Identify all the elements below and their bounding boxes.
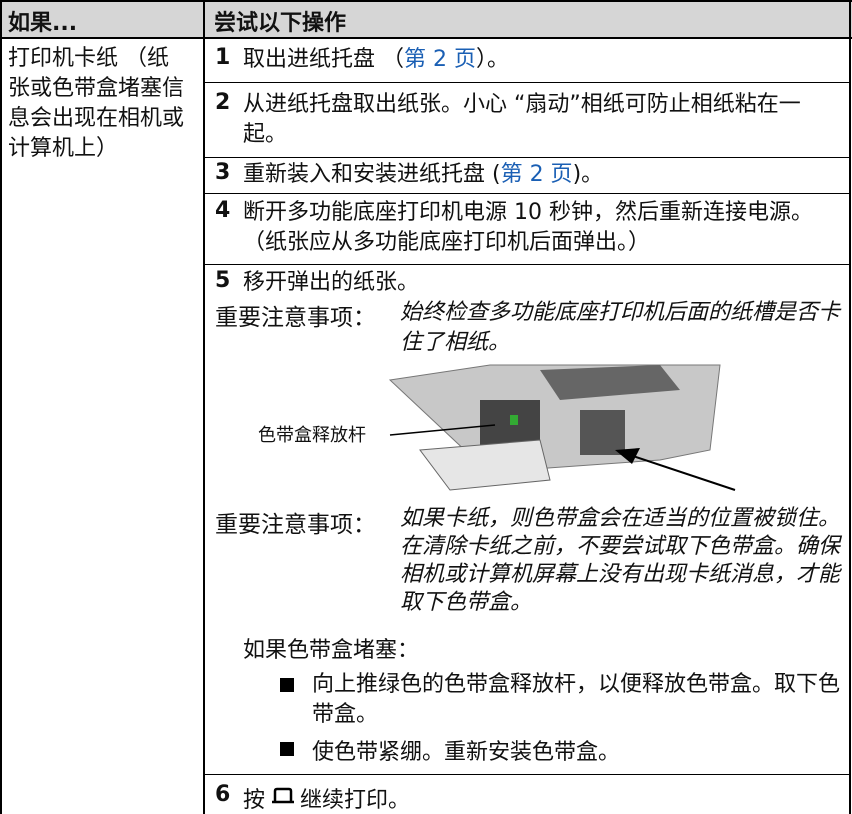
step-number: 1 — [215, 45, 231, 70]
header-cell: 如果... — [8, 11, 78, 36]
note-text: 如果卡纸，则色带盒会在适当的位置被锁住。在清除卡纸之前，不要尝试取下色带盒。确保… — [400, 506, 841, 615]
note-label: 重要注意事项： — [215, 512, 376, 538]
step-number: 3 — [215, 160, 231, 185]
lever — [510, 415, 518, 425]
header-bg — [0, 0, 852, 38]
text: 重新装入和安装进纸托盘 ( — [243, 162, 501, 187]
jam-intro: 如果色带盒堵塞： — [243, 638, 420, 663]
print-icon — [272, 787, 294, 804]
callout: 色带盒释放杆 — [258, 425, 366, 446]
border — [0, 0, 852, 2]
text: ）。 — [475, 47, 509, 72]
note-text: 始终检查多功能底座打印机后面的纸槽是否卡住了相纸。 — [400, 300, 841, 355]
tray — [419, 439, 551, 491]
step-number: 2 — [215, 90, 231, 115]
printer-top — [540, 365, 680, 400]
bullet-text: 使色带紧绷。重新安装色带盒。 — [312, 740, 621, 765]
border — [0, 0, 2, 814]
row-line — [203, 157, 851, 158]
bullet — [280, 678, 294, 692]
row-line — [203, 193, 851, 194]
bullet-text: 向上推绿色的色带盒释放杆，以便释放色带盒。取下色带盒。 — [312, 672, 841, 727]
row-line — [203, 774, 851, 775]
border — [849, 0, 851, 814]
arrow — [629, 454, 736, 491]
border — [203, 0, 205, 814]
callout-line — [389, 424, 496, 436]
text: )。 — [572, 162, 604, 187]
step-number: 5 — [215, 268, 231, 293]
step-text: 按 — [243, 788, 266, 813]
note-label: 重要注意事项： — [215, 305, 376, 331]
bullet — [280, 742, 294, 756]
header-cell: 尝试以下操作 — [214, 11, 347, 36]
step-text: 从进纸托盘取出纸张。小心 “扇动”相纸可防止相纸粘在一起。 — [243, 92, 801, 147]
step-text: 取出进纸托盘 （第 2 页）。 — [243, 45, 843, 75]
row-line — [203, 82, 851, 83]
link[interactable]: 第 2 页 — [404, 47, 476, 72]
step-number: 4 — [215, 198, 231, 223]
step-text: 继续打印。 — [300, 788, 411, 813]
step-text: 移开弹出的纸张。 — [243, 270, 420, 295]
vent — [580, 410, 625, 455]
row-line — [203, 264, 851, 265]
link[interactable]: 第 2 页 — [500, 162, 573, 187]
printer-figure: 色带盒释放杆 — [258, 364, 736, 491]
problem: 打印机卡纸 （纸张或色带盒堵塞信息会出现在相机或计算机上） — [8, 46, 185, 161]
step-text: 断开多功能底座打印机电源 10 秒钟，然后重新连接电源。（纸张应从多功能底座打印… — [243, 200, 813, 255]
text: 取出进纸托盘 （ — [243, 47, 404, 72]
border — [0, 37, 852, 39]
arrow-head — [615, 448, 640, 464]
step-text: 重新装入和安装进纸托盘 (第 2 页)。 — [243, 160, 843, 190]
step-number: 6 — [215, 782, 231, 807]
